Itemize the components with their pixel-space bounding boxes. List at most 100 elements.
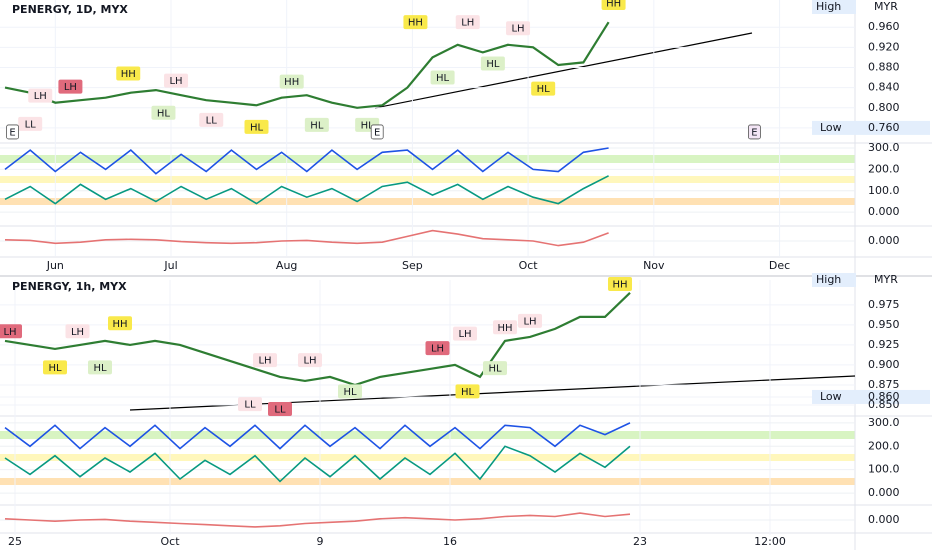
- series-line: [4, 422, 631, 450]
- series-line: [4, 229, 609, 247]
- annotation-box: [0, 324, 22, 339]
- annotation-label: HL: [537, 84, 551, 95]
- y-tick-label: 0.925: [868, 338, 900, 351]
- y-tick-label: 300.0: [868, 141, 900, 154]
- x-tick-label: Oct: [519, 259, 539, 272]
- annotation-label: HL: [488, 364, 502, 375]
- annotation-label: E: [9, 127, 15, 138]
- annotation-box: [88, 360, 112, 375]
- y-tick-label: 0.880: [868, 60, 900, 73]
- annotation-label: LH: [461, 18, 474, 29]
- annotation-label: LH: [258, 356, 271, 367]
- annotation-label: LH: [34, 91, 47, 102]
- annotation-label: HL: [461, 387, 475, 398]
- annotation-label: LH: [3, 327, 16, 338]
- annotation-label: E: [751, 127, 757, 138]
- annotation-label: HH: [606, 0, 621, 10]
- annotation-label: HL: [343, 387, 357, 398]
- high-label: High: [816, 273, 841, 286]
- series-line: [4, 512, 631, 528]
- annotation-box: [6, 124, 19, 140]
- annotation-label: LH: [71, 327, 84, 338]
- currency: MYR: [874, 273, 898, 286]
- high-box: [812, 0, 856, 14]
- y-tick-label: 0.875: [868, 378, 900, 391]
- y-tick-label: 200.0: [868, 439, 900, 452]
- low-label: Low: [820, 390, 842, 403]
- annotation-box: [748, 124, 761, 140]
- annotation-label: HL: [361, 120, 375, 131]
- band: [0, 176, 855, 183]
- x-tick-label: 16: [443, 535, 457, 548]
- x-tick-label: 9: [317, 535, 324, 548]
- y-tick-label: 0.000: [868, 513, 900, 526]
- annotation-label: LH: [64, 82, 77, 93]
- series-line: [4, 445, 631, 483]
- annotation-box: [268, 401, 292, 416]
- annotation-label: HL: [486, 59, 500, 70]
- annotation-label: LL: [25, 119, 37, 130]
- y-tick-label: 0.920: [868, 40, 900, 53]
- x-tick-label: Oct: [160, 535, 180, 548]
- annotation-label: LH: [169, 76, 182, 87]
- annotation-box: [483, 361, 507, 376]
- annotation-box: [151, 105, 176, 120]
- annotation-box: [430, 70, 455, 85]
- y-tick-label: 0.975: [868, 298, 900, 311]
- annotation-label: LH: [523, 316, 536, 327]
- annotation-box: [370, 124, 384, 140]
- x-tick-label: Jul: [163, 259, 177, 272]
- y-tick-label: 0.900: [868, 358, 900, 371]
- annotation-box: [518, 313, 542, 328]
- high-box: [812, 273, 856, 287]
- annotation-label: LL: [206, 115, 218, 126]
- annotation-label: HL: [310, 120, 324, 131]
- annotation-box: [403, 15, 428, 30]
- annotation-label: LH: [511, 24, 524, 35]
- y-tick-label: 0.000: [868, 205, 900, 218]
- annotation-box: [238, 397, 262, 412]
- band: [0, 431, 855, 439]
- annotation-box: [455, 15, 480, 30]
- annotation-box: [298, 353, 322, 368]
- annotation-box: [453, 326, 477, 341]
- annotation-box: [601, 0, 626, 11]
- annotation-label: HH: [121, 69, 136, 80]
- x-tick-label: Nov: [643, 259, 665, 272]
- annotation-label: HL: [436, 73, 450, 84]
- currency: MYR: [874, 0, 898, 13]
- annotation-label: LH: [303, 356, 316, 367]
- y-tick-label: 0.800: [868, 101, 900, 114]
- x-tick-label: 25: [8, 535, 22, 548]
- annotation-box: [480, 56, 505, 71]
- annotation-label: HL: [48, 363, 62, 374]
- annotation-box: [425, 341, 450, 356]
- annotation-box: [608, 277, 632, 292]
- annotation-box: [164, 73, 189, 88]
- annotation-label: HL: [250, 122, 264, 133]
- chart-title: PENERGY, 1h, MYX: [12, 280, 127, 293]
- band: [0, 155, 855, 163]
- annotation-label: LL: [244, 400, 256, 411]
- annotation-box: [531, 81, 556, 96]
- annotation-box: [455, 384, 480, 399]
- annotation-label: E: [374, 127, 380, 138]
- band: [0, 478, 855, 485]
- annotation-label: HL: [157, 108, 171, 119]
- y-tick-label: 0.950: [868, 318, 900, 331]
- series-line: [4, 292, 631, 387]
- y-tick-label: 0.760: [868, 121, 900, 134]
- y-tick-label: 0.960: [868, 20, 900, 33]
- annotation-box: [58, 79, 83, 94]
- annotation-box: [304, 117, 329, 132]
- annotation-label: LH: [458, 329, 471, 340]
- annotation-box: [116, 66, 141, 81]
- annotation-label: LL: [274, 404, 286, 415]
- band: [0, 454, 855, 461]
- y-tick-label: 300.0: [868, 416, 900, 429]
- annotation-box: [108, 316, 132, 331]
- annotation-label: HH: [497, 323, 512, 334]
- y-tick-label: 0.840: [868, 81, 900, 94]
